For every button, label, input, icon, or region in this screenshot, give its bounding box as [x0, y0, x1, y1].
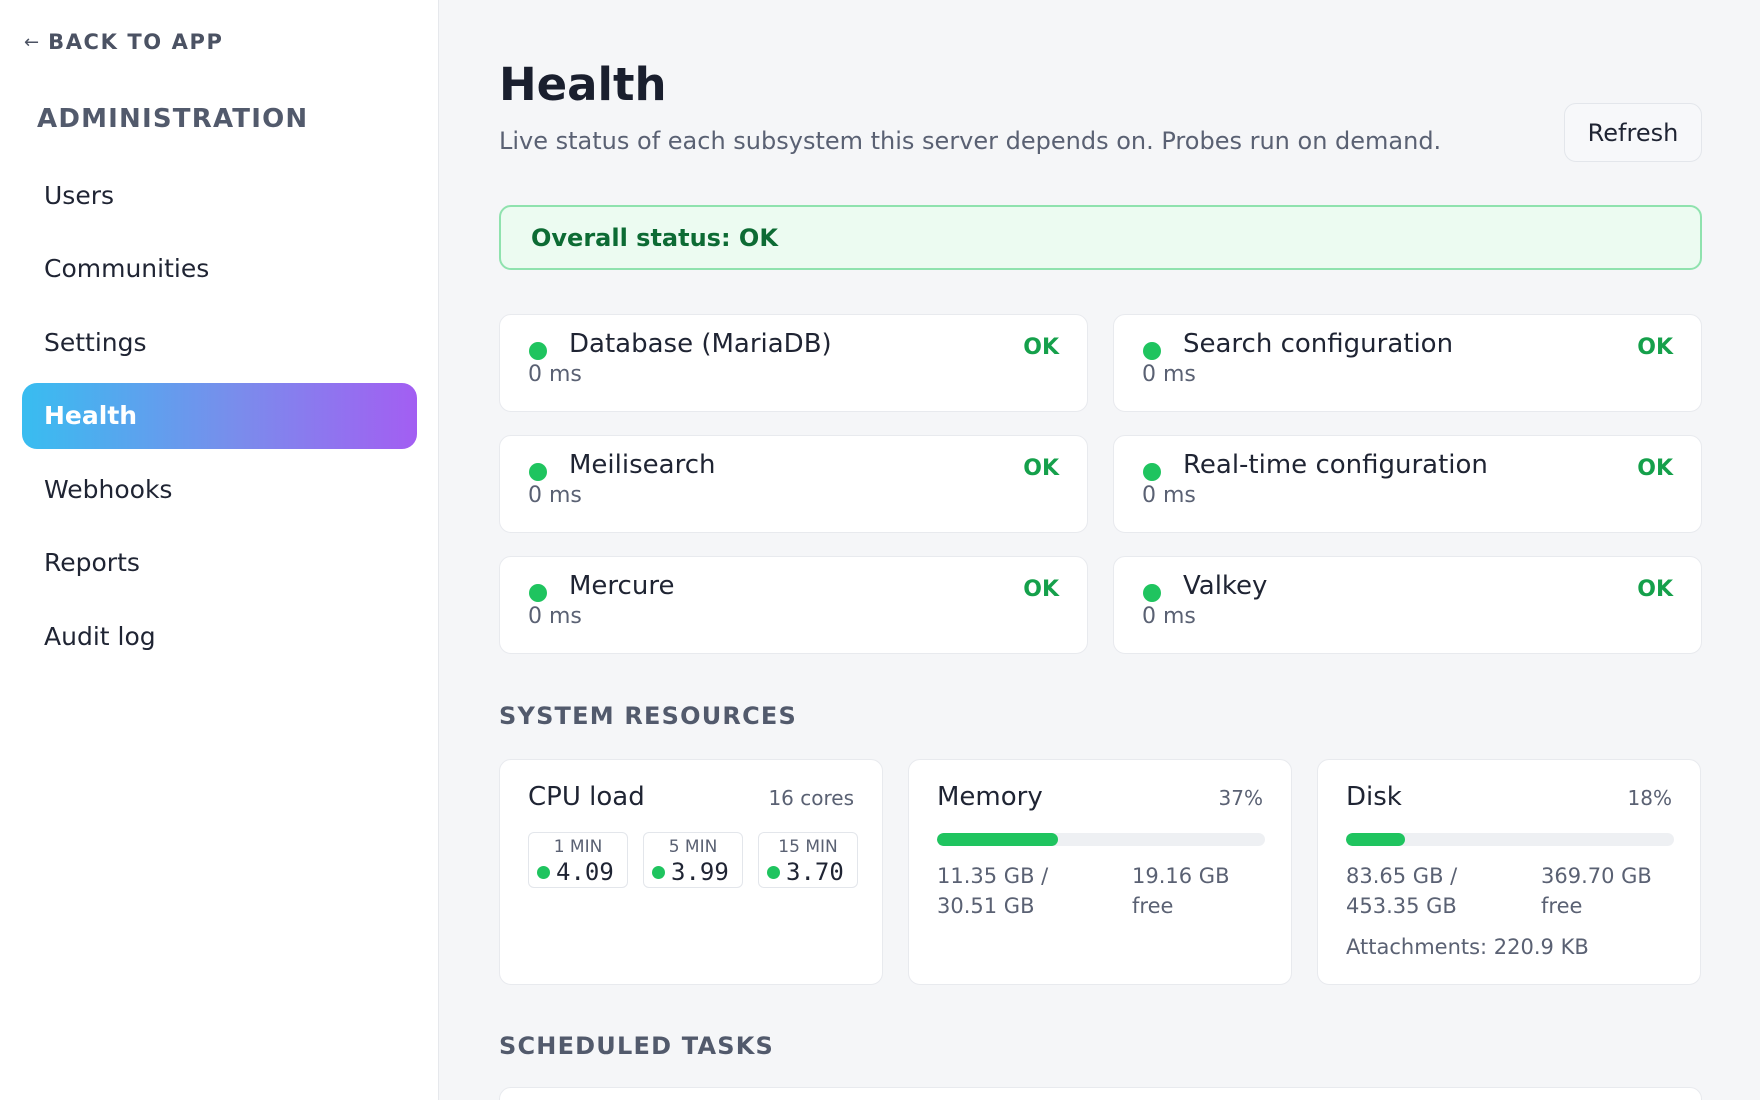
service-name: Database (MariaDB) [569, 329, 832, 359]
arrow-left-icon: ← [24, 31, 40, 53]
service-card-valkey: Valkey 0 ms OK [1113, 556, 1702, 654]
sidebar-item-health[interactable]: Health [22, 382, 417, 449]
status-dot-icon [529, 342, 547, 360]
service-status-badge: OK [1023, 335, 1059, 360]
load-average-value: 3.70 [786, 858, 844, 886]
refresh-button[interactable]: Refresh [1564, 103, 1702, 162]
service-status-badge: OK [1637, 335, 1673, 360]
load-average-value: 4.09 [556, 858, 614, 886]
service-card-realtime-configuration: Real-time configuration 0 ms OK [1113, 435, 1702, 533]
service-status-badge: OK [1637, 456, 1673, 481]
status-dot-icon [537, 865, 550, 879]
load-average-5min: 5 MIN 3.99 [643, 832, 743, 888]
memory-usage-bar [937, 833, 1265, 846]
overall-status-text: Overall status: OK [531, 223, 778, 252]
cpu-cores-count: 16 cores [768, 786, 854, 810]
service-name: Meilisearch [569, 450, 716, 480]
disk-attachments: Attachments: 220.9 KB [1346, 935, 1589, 959]
cpu-load-card: CPU load 16 cores 1 MIN 4.09 5 MIN 3.99 [499, 759, 883, 985]
status-dot-icon [1143, 463, 1161, 481]
status-dot-icon [652, 865, 665, 879]
back-to-app-label: BACK TO APP [48, 30, 224, 54]
sidebar-item-reports[interactable]: Reports [44, 548, 140, 577]
memory-percent: 37% [1218, 786, 1263, 810]
service-card-meilisearch: Meilisearch 0 ms OK [499, 435, 1088, 533]
load-average-label: 5 MIN [668, 837, 718, 857]
status-dot-icon [1143, 342, 1161, 360]
memory-used: 11.35 GB / 30.51 GB [937, 864, 1049, 918]
memory-title: Memory [937, 782, 1043, 812]
service-latency: 0 ms [1142, 362, 1196, 387]
page-title: Health [499, 58, 667, 111]
service-status-grid: Database (MariaDB) 0 ms OK Search config… [499, 314, 1702, 654]
back-to-app-link[interactable]: ← BACK TO APP [24, 30, 223, 54]
load-average-value-wrap: 4.09 [537, 858, 614, 886]
service-status-badge: OK [1637, 577, 1673, 602]
page-subtitle: Live status of each subsystem this serve… [499, 127, 1442, 155]
service-card-search-configuration: Search configuration 0 ms OK [1113, 314, 1702, 412]
service-card-database: Database (MariaDB) 0 ms OK [499, 314, 1088, 412]
load-average-value-wrap: 3.70 [767, 858, 844, 886]
service-latency: 0 ms [528, 604, 582, 629]
status-dot-icon [529, 463, 547, 481]
load-average-label: 1 MIN [553, 837, 603, 857]
service-latency: 0 ms [1142, 604, 1196, 629]
status-dot-icon [767, 865, 780, 879]
service-card-mercure: Mercure 0 ms OK [499, 556, 1088, 654]
status-dot-icon [1143, 584, 1161, 602]
scheduled-tasks-heading: SCHEDULED TASKS [499, 1032, 775, 1060]
disk-usage-bar [1346, 833, 1674, 846]
load-average-value: 3.99 [671, 858, 729, 886]
sidebar-heading: ADMINISTRATION [37, 104, 309, 134]
sidebar-item-webhooks[interactable]: Webhooks [44, 474, 173, 504]
disk-percent: 18% [1627, 786, 1672, 810]
overall-status-banner: Overall status: OK [499, 205, 1702, 270]
load-average-15min: 15 MIN 3.70 [758, 832, 858, 888]
service-name: Mercure [569, 571, 675, 601]
service-name: Valkey [1183, 571, 1268, 601]
sidebar-item-users[interactable]: Users [44, 180, 115, 210]
service-latency: 0 ms [528, 362, 582, 387]
disk-usage-fill [1346, 833, 1406, 846]
scheduled-tasks-card [499, 1087, 1702, 1100]
service-latency: 0 ms [528, 483, 582, 508]
system-resources-heading: SYSTEM RESOURCES [499, 702, 797, 730]
service-status-badge: OK [1023, 577, 1059, 602]
service-name: Search configuration [1183, 329, 1454, 359]
disk-card: Disk 18% 83.65 GB / 453.35 GB 369.70 GB … [1317, 759, 1701, 985]
status-dot-icon [529, 584, 547, 602]
sidebar-item-communities[interactable]: Communities [44, 254, 210, 283]
service-name: Real-time configuration [1183, 450, 1488, 480]
service-status-badge: OK [1023, 456, 1059, 481]
service-latency: 0 ms [1142, 483, 1196, 508]
load-average-row: 1 MIN 4.09 5 MIN 3.99 15 MIN [528, 832, 858, 888]
load-average-label: 15 MIN [778, 837, 838, 857]
cpu-load-title: CPU load [528, 782, 645, 812]
memory-free: 19.16 GB free [1132, 864, 1230, 918]
memory-card: Memory 37% 11.35 GB / 30.51 GB 19.16 GB … [908, 759, 1292, 985]
disk-used: 83.65 GB / 453.35 GB [1346, 864, 1458, 918]
sidebar-item-audit-log[interactable]: Audit log [44, 621, 156, 651]
system-resources-row: CPU load 16 cores 1 MIN 4.09 5 MIN 3.99 [499, 759, 1701, 985]
admin-nav: Users Communities Settings Health Webhoo… [22, 162, 417, 677]
load-average-value-wrap: 3.99 [652, 858, 729, 886]
load-average-1min: 1 MIN 4.09 [528, 832, 628, 888]
disk-title: Disk [1346, 782, 1402, 812]
memory-usage-fill [937, 833, 1059, 846]
sidebar-item-settings[interactable]: Settings [44, 327, 147, 357]
admin-sidebar: ← BACK TO APP ADMINISTRATION Users Commu… [0, 0, 439, 1100]
disk-free: 369.70 GB free [1541, 864, 1652, 918]
